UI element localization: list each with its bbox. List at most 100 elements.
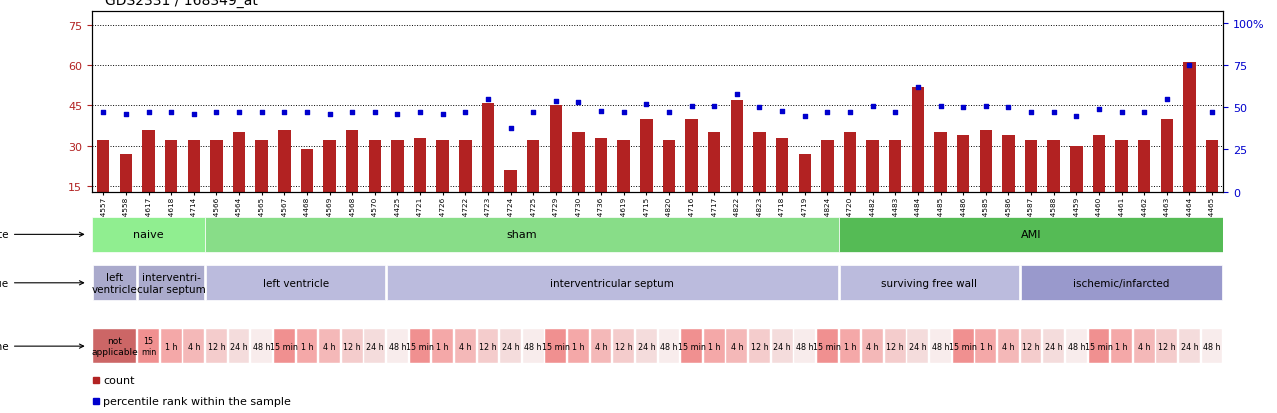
- Text: 4 h: 4 h: [866, 342, 879, 351]
- Point: [93, 110, 114, 116]
- Point: [387, 112, 407, 118]
- Text: 24 h: 24 h: [1181, 342, 1198, 351]
- Bar: [798, 154, 811, 227]
- Text: 48 h: 48 h: [1203, 342, 1221, 351]
- Bar: [1161, 120, 1174, 227]
- Point: [1066, 113, 1087, 120]
- Point: [1179, 63, 1199, 69]
- Bar: [527, 141, 539, 227]
- Bar: [935, 133, 946, 227]
- Bar: [817, 329, 838, 363]
- Bar: [839, 329, 861, 363]
- Text: 15 min: 15 min: [678, 342, 705, 351]
- Bar: [93, 266, 137, 300]
- Bar: [342, 329, 363, 363]
- Bar: [364, 329, 386, 363]
- Point: [817, 110, 838, 116]
- Text: 15 min: 15 min: [1085, 342, 1112, 351]
- Bar: [211, 141, 222, 227]
- Text: 24 h: 24 h: [502, 342, 520, 351]
- Bar: [369, 141, 381, 227]
- Point: [433, 112, 453, 118]
- Bar: [433, 329, 453, 363]
- Point: [501, 125, 521, 132]
- Bar: [206, 266, 384, 300]
- Bar: [387, 266, 838, 300]
- Text: 4 h: 4 h: [595, 342, 608, 351]
- Bar: [391, 141, 404, 227]
- Bar: [1202, 329, 1222, 363]
- Bar: [953, 329, 973, 363]
- Bar: [549, 106, 562, 227]
- Bar: [750, 329, 770, 363]
- Point: [613, 110, 633, 116]
- Text: 24 h: 24 h: [366, 342, 383, 351]
- Bar: [1020, 266, 1222, 300]
- Point: [659, 110, 679, 116]
- Text: 24 h: 24 h: [909, 342, 927, 351]
- Point: [116, 112, 137, 118]
- Bar: [504, 171, 517, 227]
- Bar: [889, 141, 902, 227]
- Point: [478, 96, 498, 103]
- Point: [296, 110, 317, 116]
- Point: [275, 110, 295, 116]
- Bar: [460, 141, 471, 227]
- Bar: [727, 329, 747, 363]
- Point: [252, 110, 272, 116]
- Text: 48 h: 48 h: [388, 342, 406, 351]
- Text: 15 min: 15 min: [949, 342, 977, 351]
- Bar: [704, 329, 724, 363]
- Text: 48 h: 48 h: [253, 342, 271, 351]
- Bar: [912, 88, 925, 227]
- Bar: [120, 154, 132, 227]
- Bar: [1093, 136, 1105, 227]
- Bar: [273, 329, 295, 363]
- Bar: [1088, 329, 1110, 363]
- Text: 1 h: 1 h: [844, 342, 857, 351]
- Text: percentile rank within the sample: percentile rank within the sample: [103, 396, 291, 406]
- Point: [568, 100, 589, 107]
- Bar: [956, 136, 969, 227]
- Text: sham: sham: [507, 230, 538, 240]
- Point: [342, 110, 363, 116]
- Bar: [659, 329, 679, 363]
- Bar: [161, 329, 181, 363]
- Text: 4 h: 4 h: [1138, 342, 1151, 351]
- Point: [1134, 110, 1154, 116]
- Bar: [730, 101, 743, 227]
- Text: 48 h: 48 h: [525, 342, 541, 351]
- Text: GDS2331 / 168349_at: GDS2331 / 168349_at: [105, 0, 258, 8]
- Text: tissue: tissue: [0, 278, 83, 288]
- Bar: [776, 138, 788, 227]
- Text: not
applicable: not applicable: [91, 337, 138, 356]
- Text: 1 h: 1 h: [979, 342, 992, 351]
- Bar: [618, 141, 630, 227]
- Text: 15
min: 15 min: [140, 337, 156, 356]
- Bar: [1184, 63, 1195, 227]
- Bar: [92, 218, 206, 252]
- Text: 24 h: 24 h: [1045, 342, 1062, 351]
- Bar: [142, 131, 155, 227]
- Text: 12 h: 12 h: [1022, 342, 1039, 351]
- Bar: [410, 329, 430, 363]
- Bar: [501, 329, 521, 363]
- Bar: [866, 141, 879, 227]
- Bar: [1157, 329, 1177, 363]
- Bar: [184, 329, 204, 363]
- Text: interventricular septum: interventricular septum: [550, 278, 674, 288]
- Bar: [794, 329, 815, 363]
- Bar: [681, 329, 702, 363]
- Point: [908, 85, 928, 91]
- Bar: [707, 133, 720, 227]
- Bar: [1134, 329, 1154, 363]
- Bar: [1020, 329, 1042, 363]
- Point: [138, 110, 158, 116]
- Bar: [862, 329, 882, 363]
- Point: [410, 110, 430, 116]
- Bar: [1111, 329, 1131, 363]
- Bar: [545, 329, 566, 363]
- Bar: [1205, 141, 1218, 227]
- Bar: [640, 120, 653, 227]
- Bar: [437, 141, 450, 227]
